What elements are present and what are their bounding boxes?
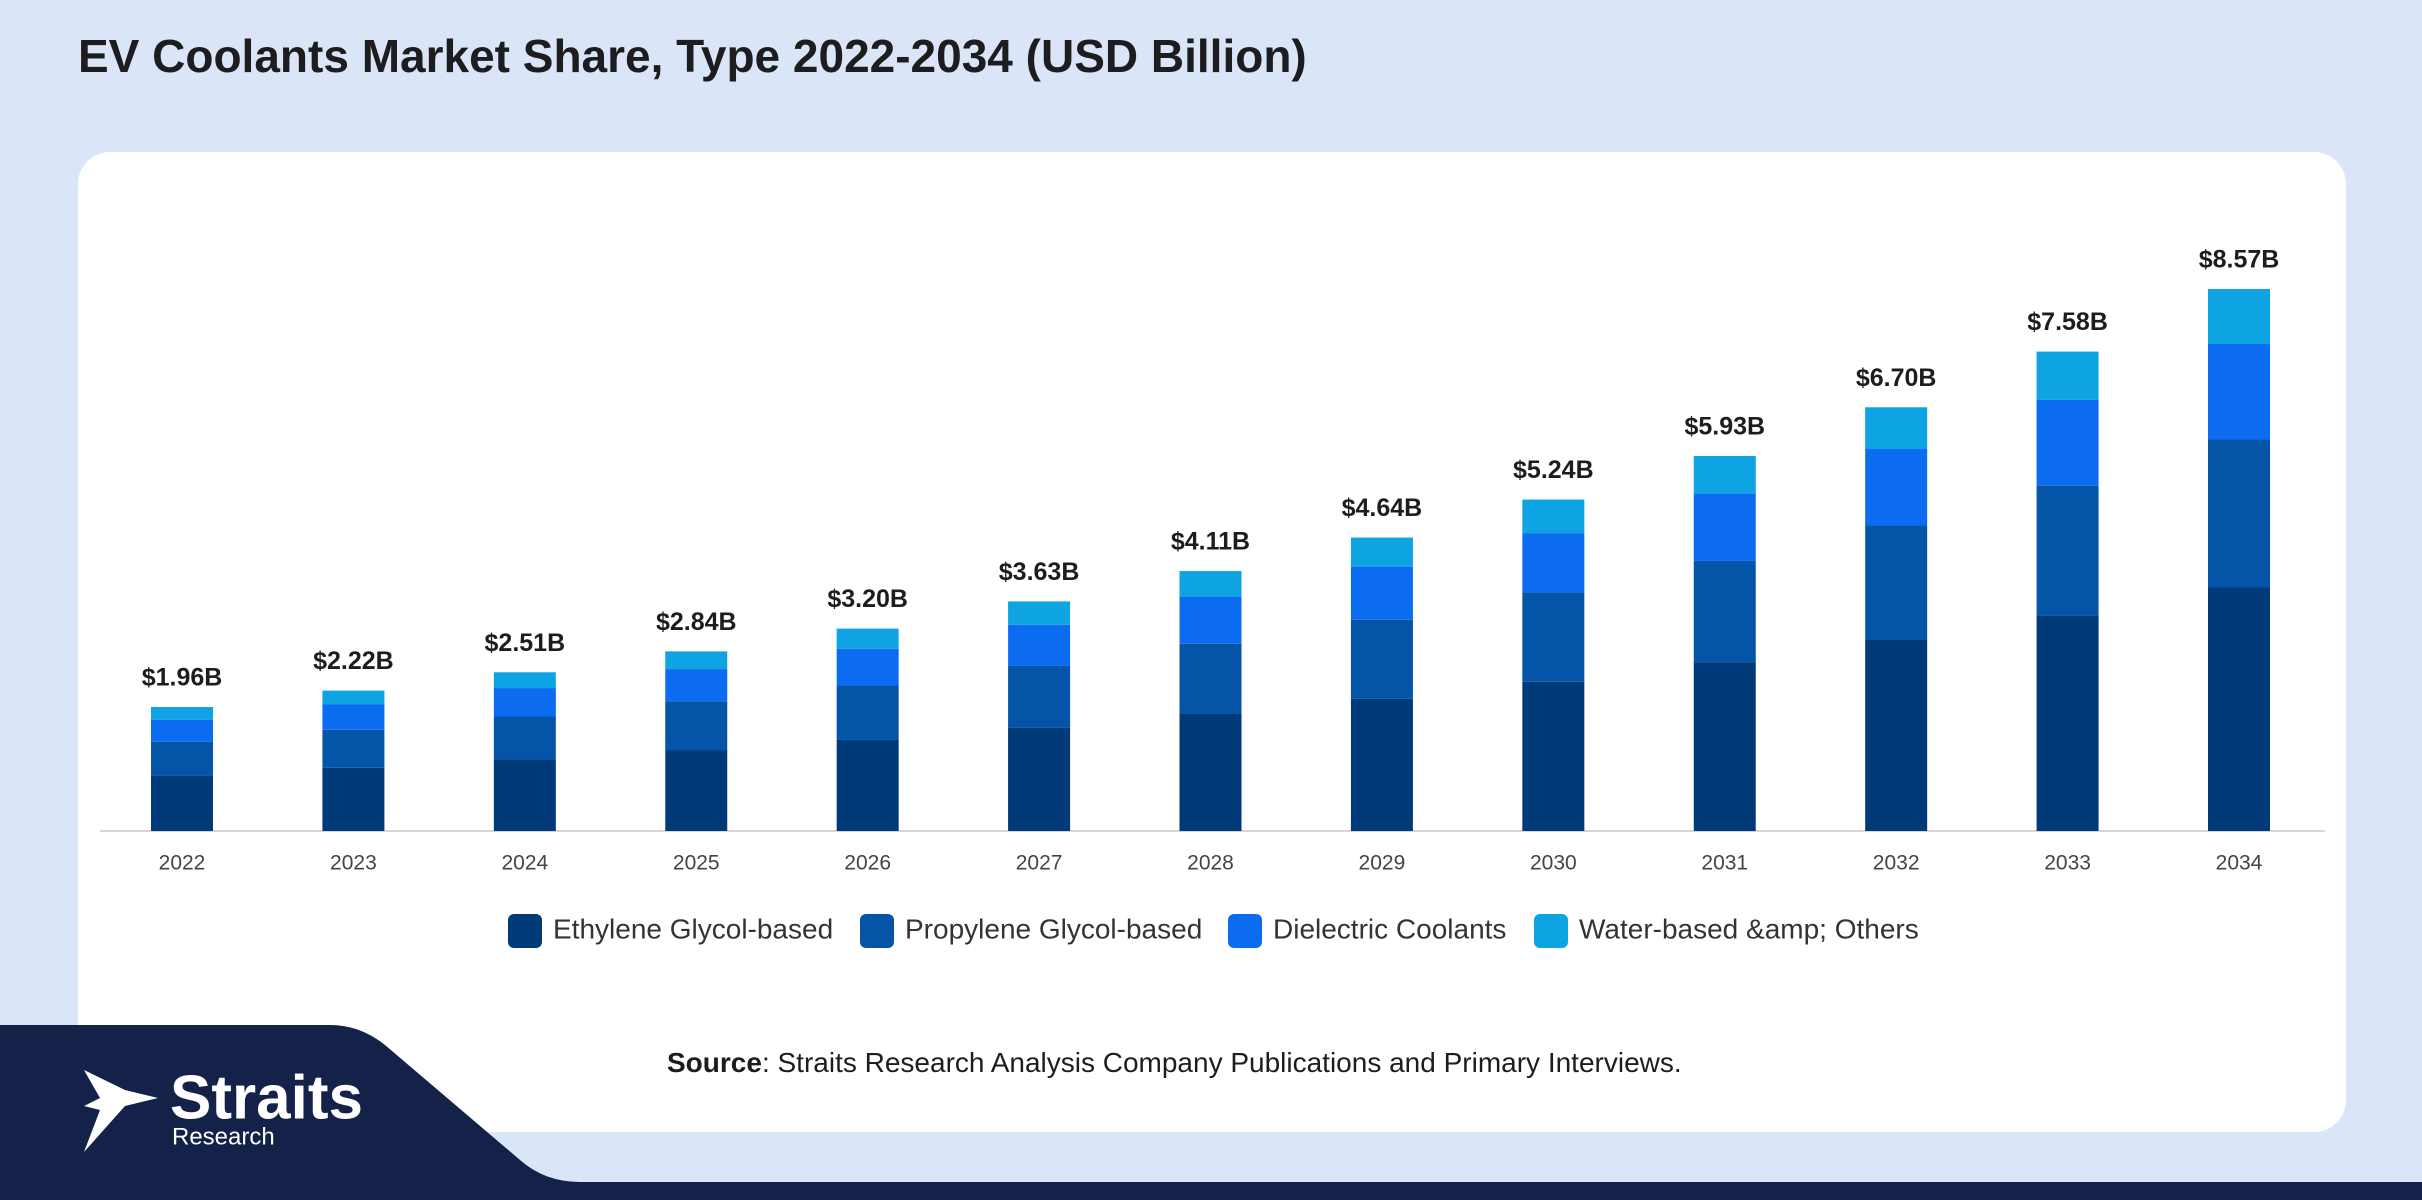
bar-segment (1865, 407, 1928, 450)
bar-segment (2036, 485, 2099, 616)
bar-segment (2208, 587, 2270, 831)
bar-segment (2208, 344, 2270, 440)
bar-segment (1179, 713, 1242, 831)
x-tick-label: 2031 (1701, 852, 1748, 875)
total-label: $4.64B (1342, 494, 1423, 522)
bar-segment (322, 704, 385, 730)
total-label: $5.24B (1513, 456, 1594, 484)
bar-segment (665, 651, 728, 670)
bar-segment (151, 719, 213, 742)
bar-segment (1350, 537, 1413, 567)
x-tick-label: 2024 (501, 852, 548, 875)
bar-segment (1008, 665, 1071, 728)
legend-label: Water-based &amp; Others (1579, 913, 1919, 944)
x-tick-label: 2032 (1873, 852, 1920, 875)
total-label: $6.70B (1856, 364, 1937, 392)
bar-segment (493, 759, 556, 831)
total-label: $3.20B (827, 585, 908, 613)
bar-segment (493, 716, 556, 760)
logo-name: Straits (170, 1063, 363, 1132)
bar-segment (493, 672, 556, 689)
bar-segment (1693, 455, 1756, 494)
x-tick-label: 2022 (159, 852, 206, 875)
bar-segment (151, 775, 213, 831)
bar-segment (665, 701, 728, 751)
x-tick-label: 2028 (1187, 852, 1234, 875)
bar-segment (1522, 533, 1585, 593)
total-label: $1.96B (142, 664, 223, 692)
bar-segment (1522, 681, 1585, 831)
bar-segment (2036, 399, 2099, 486)
bar-segment (1693, 493, 1756, 561)
bar-segment (665, 750, 728, 831)
bar-segment (1865, 525, 1928, 641)
footer-band (0, 1025, 2422, 1200)
logo-icon (84, 1070, 158, 1152)
bar-segment (665, 669, 728, 702)
bar-segment (2208, 289, 2270, 345)
total-label: $5.93B (1684, 413, 1765, 441)
bar-segment (1693, 662, 1756, 831)
bar-segment (1522, 592, 1585, 682)
bar-segment (1693, 560, 1756, 663)
x-tick-label: 2029 (1359, 852, 1406, 875)
bar-segment (322, 767, 385, 831)
total-label: $7.58B (2027, 308, 2108, 336)
bar-segment (1179, 643, 1242, 714)
bar-segment (836, 628, 899, 649)
x-tick-label: 2026 (844, 852, 891, 875)
x-tick-label: 2033 (2044, 852, 2091, 875)
x-tick-label: 2025 (673, 852, 720, 875)
total-label: $3.63B (999, 558, 1080, 586)
total-label: $2.51B (485, 629, 566, 657)
total-label: $2.22B (313, 647, 394, 675)
legend-label: Ethylene Glycol-based (553, 913, 833, 944)
bar-segment (493, 688, 556, 717)
bar-segment (1008, 727, 1071, 831)
source-note: Source: Straits Research Analysis Compan… (667, 1047, 1682, 1078)
bar-segment (1008, 624, 1071, 666)
source-text: : Straits Research Analysis Company Publ… (762, 1047, 1682, 1078)
bar-segment (2036, 351, 2099, 400)
legend-label: Dielectric Coolants (1273, 913, 1506, 944)
legend-swatch (1228, 914, 1262, 948)
x-tick-label: 2023 (330, 852, 377, 875)
source-label: Source (667, 1047, 762, 1078)
logo-tagline: Research (172, 1123, 275, 1150)
legend-swatch (860, 914, 894, 948)
bar-segment (1350, 566, 1413, 620)
x-tick-label: 2034 (2216, 852, 2263, 875)
total-label: $2.84B (656, 608, 737, 636)
bar-segment (151, 707, 213, 720)
bar-segment (322, 729, 385, 768)
legend-swatch (508, 914, 542, 948)
legend-label: Propylene Glycol-based (905, 913, 1202, 944)
bar-segment (151, 741, 213, 776)
bar-segment (1522, 499, 1585, 534)
x-tick-label: 2030 (1530, 852, 1577, 875)
bar-segment (836, 685, 899, 740)
bar-segment (322, 690, 385, 705)
bar-segment (1865, 449, 1928, 526)
total-label: $4.11B (1171, 528, 1250, 556)
bar-segment (2036, 615, 2099, 831)
bar-segment (2208, 439, 2270, 588)
bar-segment (1350, 619, 1413, 699)
bar-segment (836, 739, 899, 831)
x-tick-label: 2027 (1016, 852, 1063, 875)
bar-segment (1179, 571, 1242, 597)
bar-segment (1179, 596, 1242, 644)
total-label: $8.57B (2199, 246, 2280, 274)
bar-segment (1865, 640, 1928, 831)
chart-title: EV Coolants Market Share, Type 2022-2034… (78, 30, 1307, 82)
legend-swatch (1534, 914, 1568, 948)
bar-segment (836, 648, 899, 686)
bar-segment (1008, 601, 1071, 625)
bar-segment (1350, 698, 1413, 831)
